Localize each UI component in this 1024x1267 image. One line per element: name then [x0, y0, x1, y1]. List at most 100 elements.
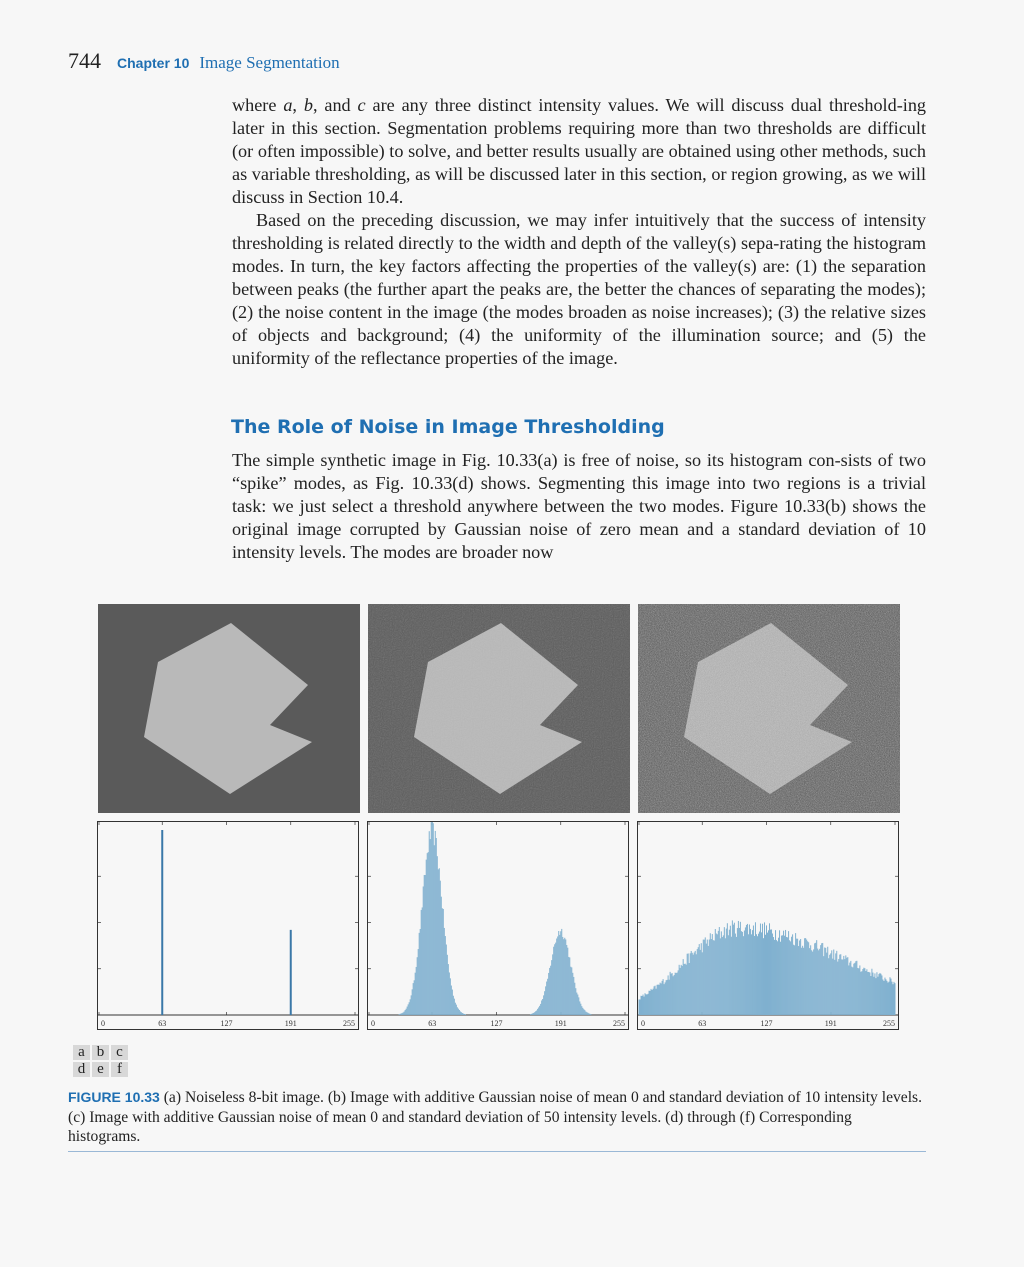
sublabel-e: e: [92, 1062, 109, 1077]
hist-e-bar: [412, 983, 414, 1015]
hist-e-bar: [538, 1007, 540, 1015]
hist-e-bar: [402, 1012, 404, 1015]
hist-f-bar: [732, 924, 734, 1015]
hist-f-bar: [881, 975, 883, 1015]
hist-f-bar: [647, 993, 649, 1015]
hist-e-bar: [459, 1011, 461, 1015]
hist-f-bar: [856, 960, 858, 1015]
hist-f-bar: [727, 935, 729, 1015]
hist-e-bar: [405, 1008, 407, 1015]
hist-f-bar: [663, 984, 665, 1015]
hist-e-bar: [552, 954, 554, 1015]
subfigure-labels: a b c d e f: [71, 1043, 130, 1079]
paragraph-3: The simple synthetic image in Fig. 10.33…: [232, 450, 926, 562]
hist-e-bar: [554, 944, 556, 1015]
hist-e-bar: [534, 1012, 536, 1015]
figure-caption: FIGURE 10.33 (a) Noiseless 8-bit image. …: [68, 1088, 926, 1147]
histogram-e: 0 63 127 191 255: [367, 821, 629, 1030]
hist-e-bar: [548, 972, 550, 1015]
hist-f-bar: [747, 934, 749, 1015]
hist-f-bar: [723, 927, 725, 1015]
hist-f-bar: [859, 965, 861, 1015]
hist-f-bar: [839, 954, 841, 1015]
hist-e-tick-label: 255: [613, 1019, 625, 1028]
hist-f-bar: [698, 944, 700, 1015]
hist-f-bar: [675, 972, 677, 1015]
hist-f-bar: [858, 968, 860, 1015]
hist-e-bar: [536, 1010, 538, 1015]
hist-f-bar: [830, 953, 832, 1015]
paragraph-2: Based on the preceding discussion, we ma…: [232, 210, 926, 368]
hist-f-bar: [761, 923, 763, 1015]
hist-f-bar: [807, 941, 809, 1015]
hist-f-bar: [686, 953, 688, 1015]
hist-e-bar: [418, 932, 420, 1015]
hist-e-bar: [417, 949, 419, 1015]
sublabel-a: a: [73, 1045, 90, 1060]
hist-e-bar: [565, 939, 567, 1015]
hist-f-bar: [828, 958, 830, 1015]
hist-f-bar: [658, 984, 660, 1015]
hist-e-bar: [414, 972, 416, 1015]
hist-f-bar: [774, 939, 776, 1015]
hist-f-bar: [648, 990, 650, 1015]
hist-e-bar: [584, 1010, 586, 1015]
hist-f-bar: [803, 947, 805, 1015]
hist-f-bar: [661, 980, 663, 1015]
hist-e-bar: [416, 957, 418, 1015]
hist-f-bar: [646, 994, 648, 1015]
hist-f-bar: [794, 945, 796, 1015]
hist-f-bar: [805, 938, 807, 1015]
hist-f-bar: [802, 945, 804, 1015]
hist-f-bar: [846, 957, 848, 1015]
hist-e-bar: [557, 936, 559, 1015]
hist-e-bar: [461, 1012, 463, 1015]
hist-f-bar: [768, 930, 770, 1015]
hist-f-bar: [767, 932, 769, 1015]
hist-e-bar: [433, 845, 435, 1015]
hist-f-bar: [753, 935, 755, 1015]
image-a-noiseless: [98, 604, 360, 813]
hist-f-bar: [871, 968, 873, 1015]
hist-f-bar: [652, 988, 654, 1015]
hist-f-bar: [748, 924, 750, 1015]
hist-f-bar: [689, 953, 691, 1015]
hist-f-bar: [819, 948, 821, 1015]
chapter-title: Image Segmentation: [199, 53, 340, 72]
hist-e-bar: [576, 992, 578, 1015]
hist-e-tick-label: 0: [371, 1019, 375, 1028]
hist-f-bar: [758, 931, 760, 1015]
hist-e-bar: [428, 831, 430, 1015]
hist-f-bar: [735, 936, 737, 1015]
hist-f-bar: [851, 966, 853, 1015]
hist-f-bar: [853, 963, 855, 1015]
hist-f-bar: [812, 951, 814, 1015]
hist-f-bar: [832, 958, 834, 1015]
hist-e-bar: [572, 972, 574, 1015]
hist-e-bar: [448, 972, 450, 1015]
hist-f-bar: [783, 930, 785, 1015]
hist-f-bar: [731, 920, 733, 1015]
hist-e-bar: [442, 908, 444, 1015]
hist-f-bar: [764, 934, 766, 1015]
hist-f-bar: [837, 961, 839, 1015]
hist-f-bar: [694, 950, 696, 1015]
hist-d-tick-label: 191: [285, 1019, 297, 1028]
page-header: 744 Chapter 10 Image Segmentation: [68, 48, 340, 78]
hist-f-bar: [784, 935, 786, 1015]
hist-f-bar: [674, 972, 676, 1015]
hist-f-bar: [690, 950, 692, 1015]
hist-e-bar: [427, 852, 429, 1015]
histogram-d-plot: 0 63 127 191 255: [98, 822, 358, 1028]
hist-f-tick-label: 191: [825, 1019, 837, 1028]
hist-f-bar: [737, 920, 739, 1015]
hist-e-bar: [446, 954, 448, 1015]
hist-f-bar: [681, 965, 683, 1015]
hist-f-bar: [668, 979, 670, 1015]
hist-f-bar: [701, 952, 703, 1015]
hist-f-bar: [697, 947, 699, 1015]
hist-f-bar: [710, 939, 712, 1015]
hist-f-bar: [868, 971, 870, 1015]
hist-e-bar: [400, 1013, 402, 1015]
hist-f-bar: [817, 948, 819, 1015]
